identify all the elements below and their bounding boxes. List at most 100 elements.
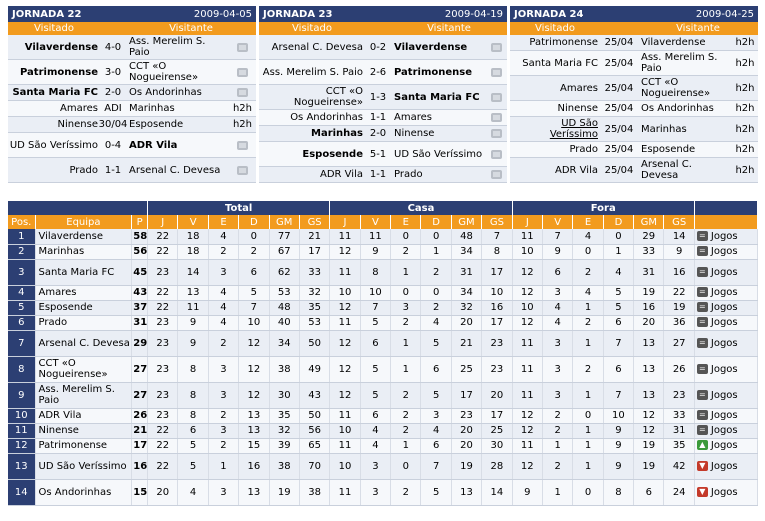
total-j: 22 [147, 285, 179, 301]
match-row: Arsenal C. Devesa 0-2 Vilaverdense [259, 35, 507, 60]
standings-row: 4 Amares 43 22 13 4 5 53 32 10 10 0 0 34 10 12 3 4 5 19 22 = J… [8, 285, 759, 301]
round-2: JORNADA 23 2009-04-19 Visitado Visitante Ars… [259, 6, 507, 183]
jogos-link[interactable]: Jogos [710, 389, 738, 401]
jogos-link[interactable]: Jogos [710, 317, 738, 328]
tv-icon[interactable] [237, 67, 248, 77]
h2h-link[interactable]: h2h [735, 144, 755, 155]
fora-gs: 9 [663, 244, 695, 260]
match-result: 3-0 [104, 66, 122, 78]
h2h-link[interactable]: h2h [735, 123, 755, 135]
jogos-link[interactable]: Jogos [710, 460, 738, 472]
jogos-link[interactable]: Jogos [710, 425, 738, 436]
match-extra [229, 85, 256, 100]
away-team: CCT «O Nogueirense» [641, 77, 711, 99]
jogos-link[interactable]: Jogos [710, 486, 738, 498]
total-gs: 50 [299, 330, 331, 357]
standings-row: 12 Patrimonense 17 22 5 2 15 39 65 11 4 1 6 20 30 11 1 1 9… [8, 438, 759, 454]
jogos-link[interactable]: Jogos [710, 230, 738, 242]
casa-d: 4 [420, 423, 452, 439]
casa-gm: 19 [451, 453, 483, 480]
home-team: Esposende [302, 148, 363, 160]
tv-icon[interactable] [490, 149, 502, 159]
tv-icon[interactable] [490, 113, 502, 122]
away-team: Esposende [129, 119, 184, 130]
trend-same-icon: = [696, 363, 708, 374]
total-e: 1 [208, 453, 240, 480]
home-team[interactable]: UD São Veríssimo [549, 118, 598, 140]
fora-e: 4 [572, 285, 604, 301]
match-row: Patrimonense 25/04 Vilaverdense h2h [510, 35, 758, 51]
round-header: JORNADA 22 2009-04-05 [8, 6, 256, 22]
fora-e: 2 [572, 259, 604, 286]
jogos-link[interactable]: Jogos [710, 302, 738, 313]
jogos-link[interactable]: Jogos [710, 337, 738, 349]
away-team: ADR Vila [129, 139, 178, 151]
fora-d: 4 [603, 259, 635, 286]
tv-icon[interactable] [237, 140, 248, 150]
h2h-link[interactable]: h2h [735, 164, 755, 176]
casa-gm: 32 [451, 300, 483, 316]
tv-icon[interactable] [490, 92, 502, 102]
tv-icon[interactable] [490, 67, 502, 77]
jogos-link[interactable]: Jogos [710, 266, 738, 278]
casa-gs: 25 [481, 423, 513, 439]
total-j: 23 [147, 259, 179, 286]
match-row: Santa Maria FC 25/04 Ass. Merelim S. Paio h… [510, 51, 758, 76]
tv-icon[interactable] [237, 42, 248, 52]
points: 16 [131, 453, 149, 480]
h2h-link[interactable]: h2h [735, 57, 755, 69]
fora-gs: 36 [663, 315, 695, 331]
total-gs: 32 [299, 285, 331, 301]
round-date: 2009-04-19 [444, 8, 503, 20]
home-cell: Os Andorinhas [259, 110, 365, 125]
h2h-link[interactable]: h2h [735, 37, 755, 48]
jogos-link[interactable]: Jogos [710, 440, 738, 451]
points: 31 [131, 315, 149, 331]
casa-gm: 20 [451, 423, 483, 439]
fora-gm: 20 [633, 315, 665, 331]
away-team: Santa Maria FC [394, 91, 480, 103]
group-fora: Fora [512, 201, 695, 215]
tv-icon[interactable] [237, 165, 248, 175]
casa-d: 6 [420, 438, 452, 454]
match-extra: h2h [732, 51, 758, 75]
fora-e: 0 [572, 244, 604, 260]
fora-v: 6 [542, 259, 574, 286]
jogos-link[interactable]: Jogos [710, 287, 738, 298]
jogos-cell: = Jogos [694, 244, 759, 260]
col-team: Equipa [35, 215, 133, 229]
fora-d: 9 [603, 453, 635, 480]
h2h-link[interactable]: h2h [232, 119, 253, 130]
h2h-link[interactable]: h2h [232, 103, 253, 114]
h2h-link[interactable]: h2h [735, 82, 755, 94]
fora-gs: 19 [663, 300, 695, 316]
fora-d: 10 [603, 408, 635, 424]
fora-gs: 42 [663, 453, 695, 480]
jogos-cell: ▲ Jogos [694, 438, 759, 454]
fora-gs: 27 [663, 330, 695, 357]
standings-row: 1 Vilaverdense 58 22 18 4 0 77 21 11 11 0 0 48 7 11 7 4 0 2… [8, 229, 759, 245]
trend-up-icon: ▲ [696, 440, 708, 450]
casa-gs: 23 [481, 330, 513, 357]
jogos-link[interactable]: Jogos [710, 363, 738, 375]
total-gm: 67 [269, 244, 300, 260]
home-cell: Arsenal C. Devesa [259, 35, 365, 59]
tv-icon[interactable] [237, 88, 248, 97]
col-total-v: V [177, 215, 209, 229]
match-extra: h2h [732, 35, 758, 50]
jogos-link[interactable]: Jogos [710, 410, 738, 421]
tv-icon[interactable] [490, 170, 502, 179]
round-subheader: Visitado Visitante [8, 22, 256, 35]
total-gs: 33 [299, 259, 331, 286]
total-d: 5 [238, 285, 270, 301]
jogos-link[interactable]: Jogos [710, 246, 738, 257]
tv-icon[interactable] [490, 129, 502, 138]
total-e: 4 [208, 285, 240, 301]
h2h-link[interactable]: h2h [735, 103, 755, 114]
home-label: Visitado [535, 23, 575, 34]
home-team: ADR Vila [320, 169, 363, 180]
match-result: 2-0 [104, 87, 122, 98]
casa-gs: 17 [481, 259, 513, 286]
tv-icon[interactable] [490, 42, 502, 52]
casa-d: 5 [420, 382, 452, 409]
